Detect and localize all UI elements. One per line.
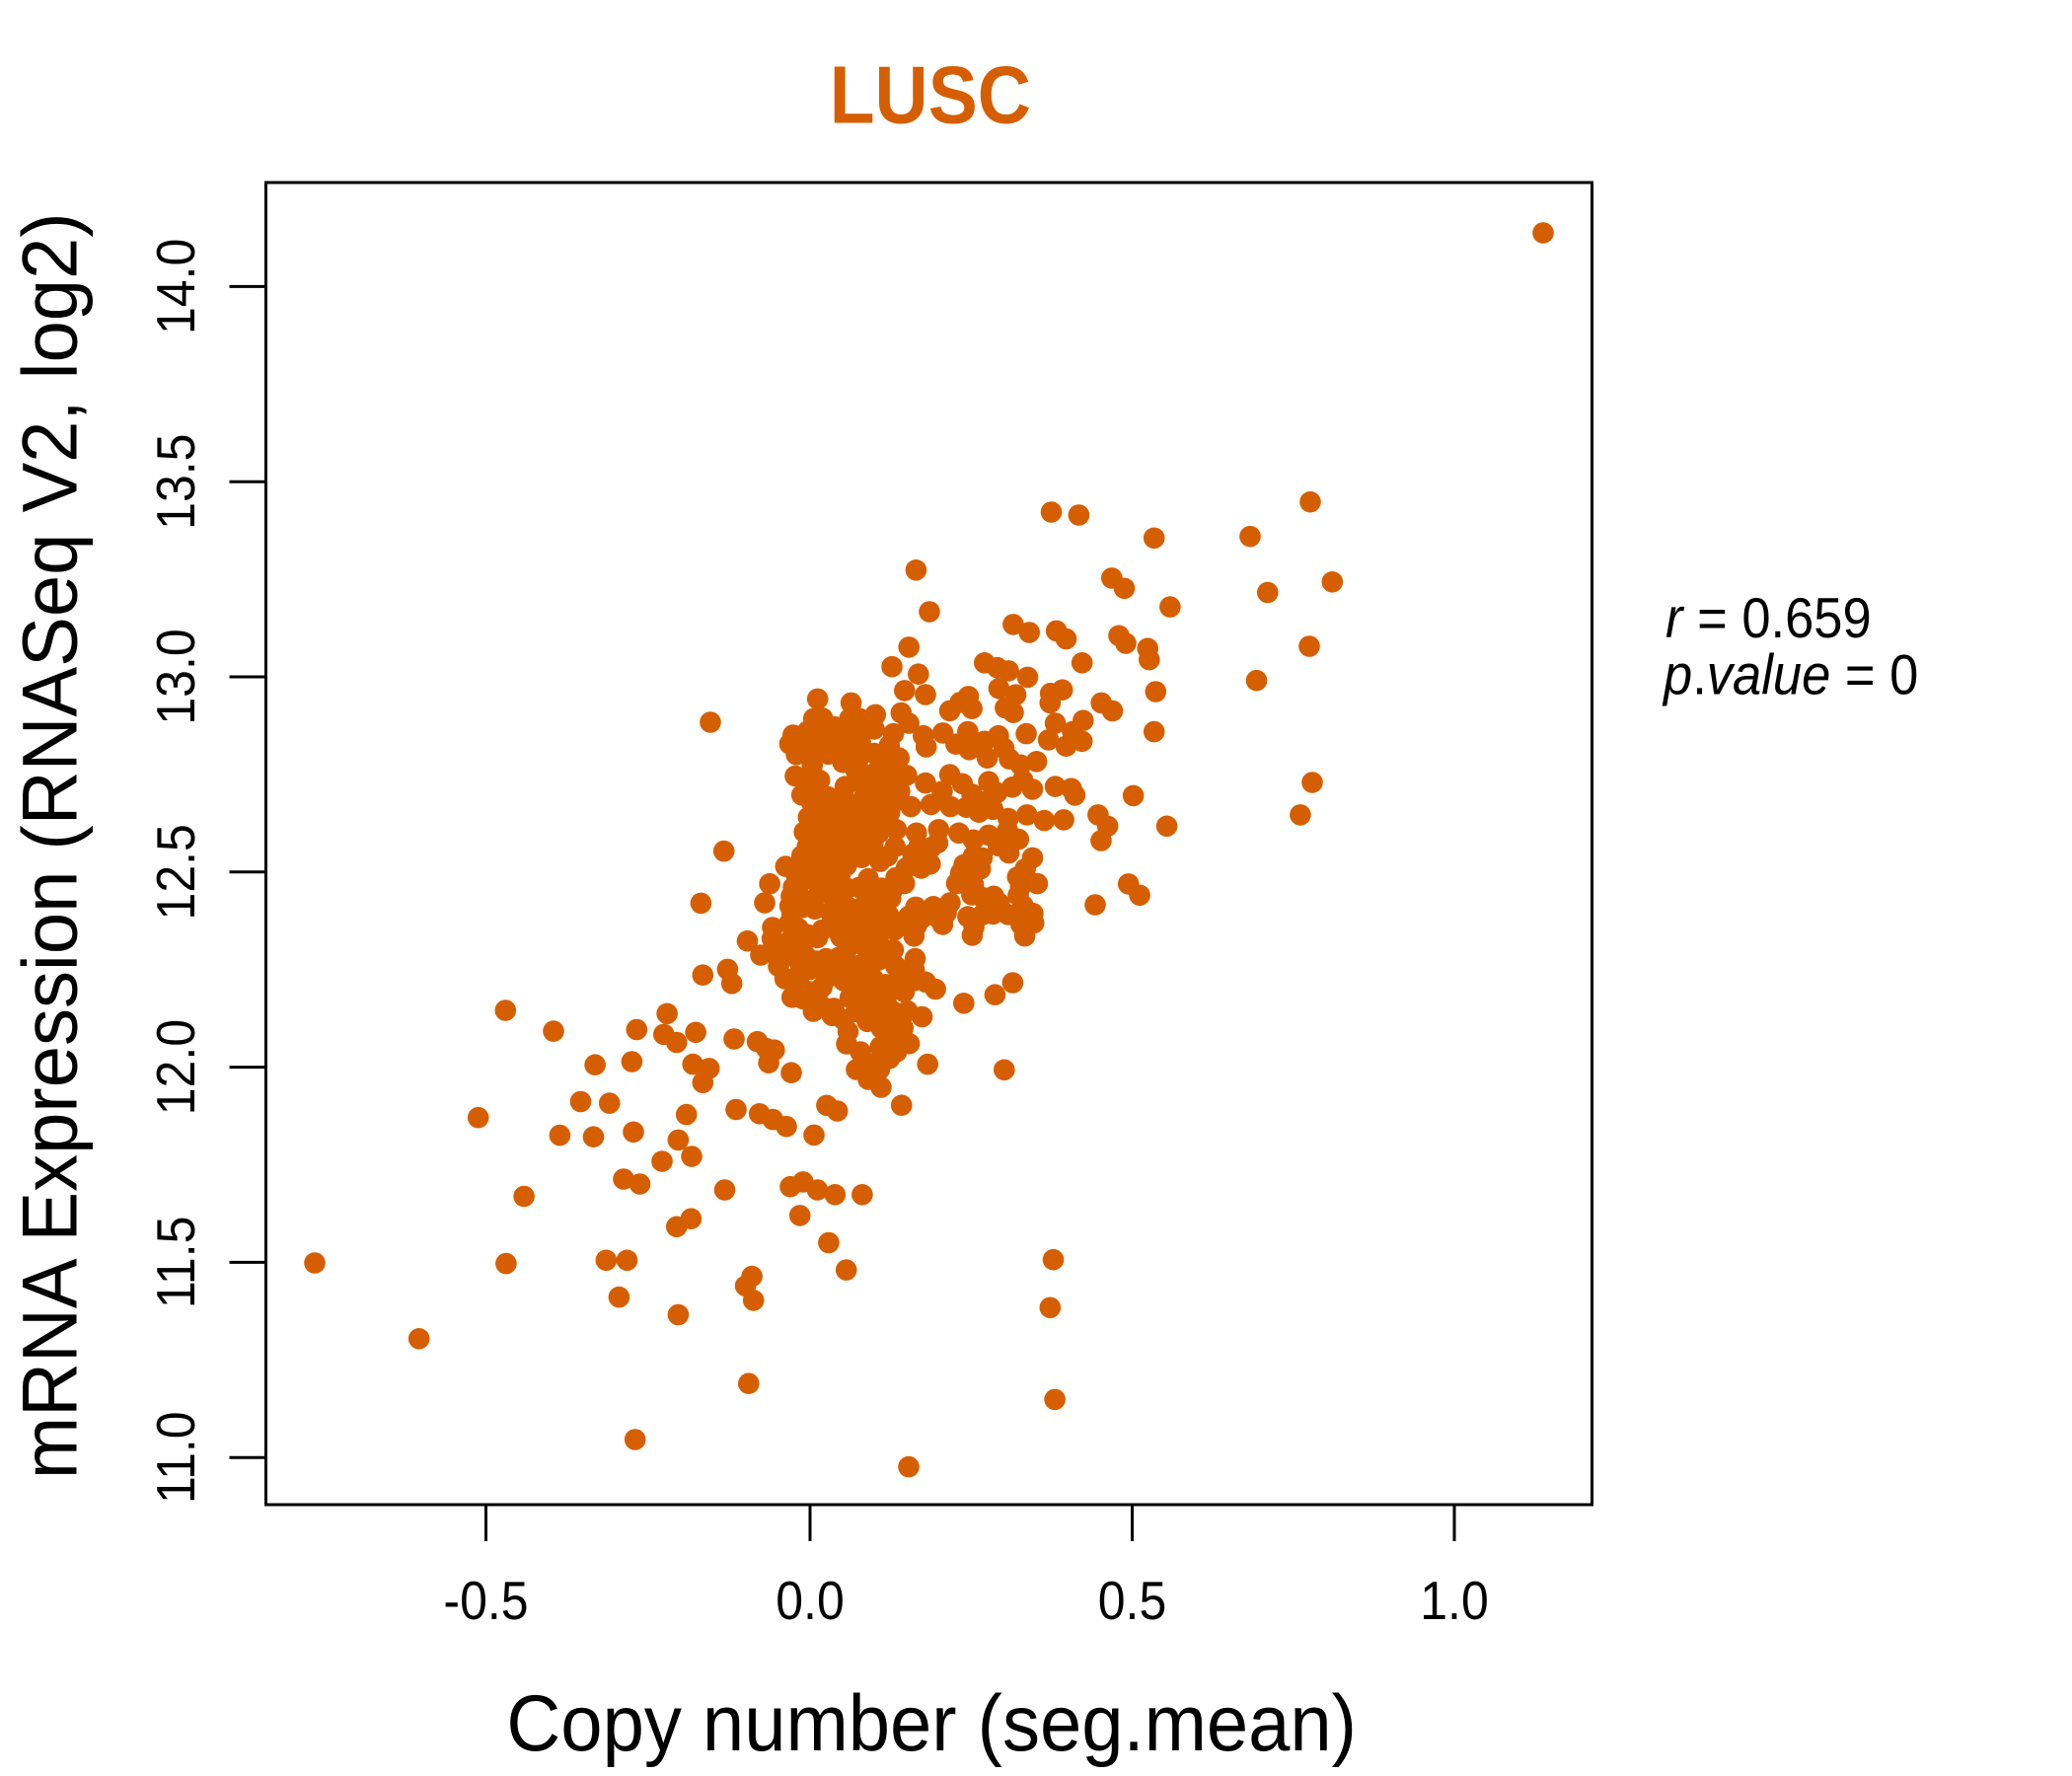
- svg-text:LUSC: LUSC: [830, 49, 1031, 140]
- svg-text:12.0: 12.0: [147, 1019, 206, 1115]
- svg-text:13.0: 13.0: [147, 629, 206, 724]
- svg-text:13.5: 13.5: [147, 434, 206, 530]
- svg-text:mRNA Expression (RNASeq V2, lo: mRNA Expression (RNASeq V2, log2): [7, 212, 94, 1479]
- svg-text:12.5: 12.5: [147, 824, 206, 920]
- svg-text:11.5: 11.5: [147, 1217, 206, 1309]
- svg-text:-0.5: -0.5: [443, 1572, 528, 1631]
- svg-text:Copy number (seg.mean): Copy number (seg.mean): [506, 1678, 1357, 1768]
- svg-text:r = 0.659: r = 0.659: [1665, 586, 1872, 650]
- svg-text:p.value = 0: p.value = 0: [1662, 642, 1918, 706]
- svg-text:14.0: 14.0: [147, 239, 206, 334]
- svg-text:1.0: 1.0: [1420, 1572, 1488, 1631]
- svg-text:0.0: 0.0: [776, 1572, 844, 1631]
- svg-text:11.0: 11.0: [147, 1411, 206, 1504]
- svg-text:0.5: 0.5: [1098, 1572, 1166, 1631]
